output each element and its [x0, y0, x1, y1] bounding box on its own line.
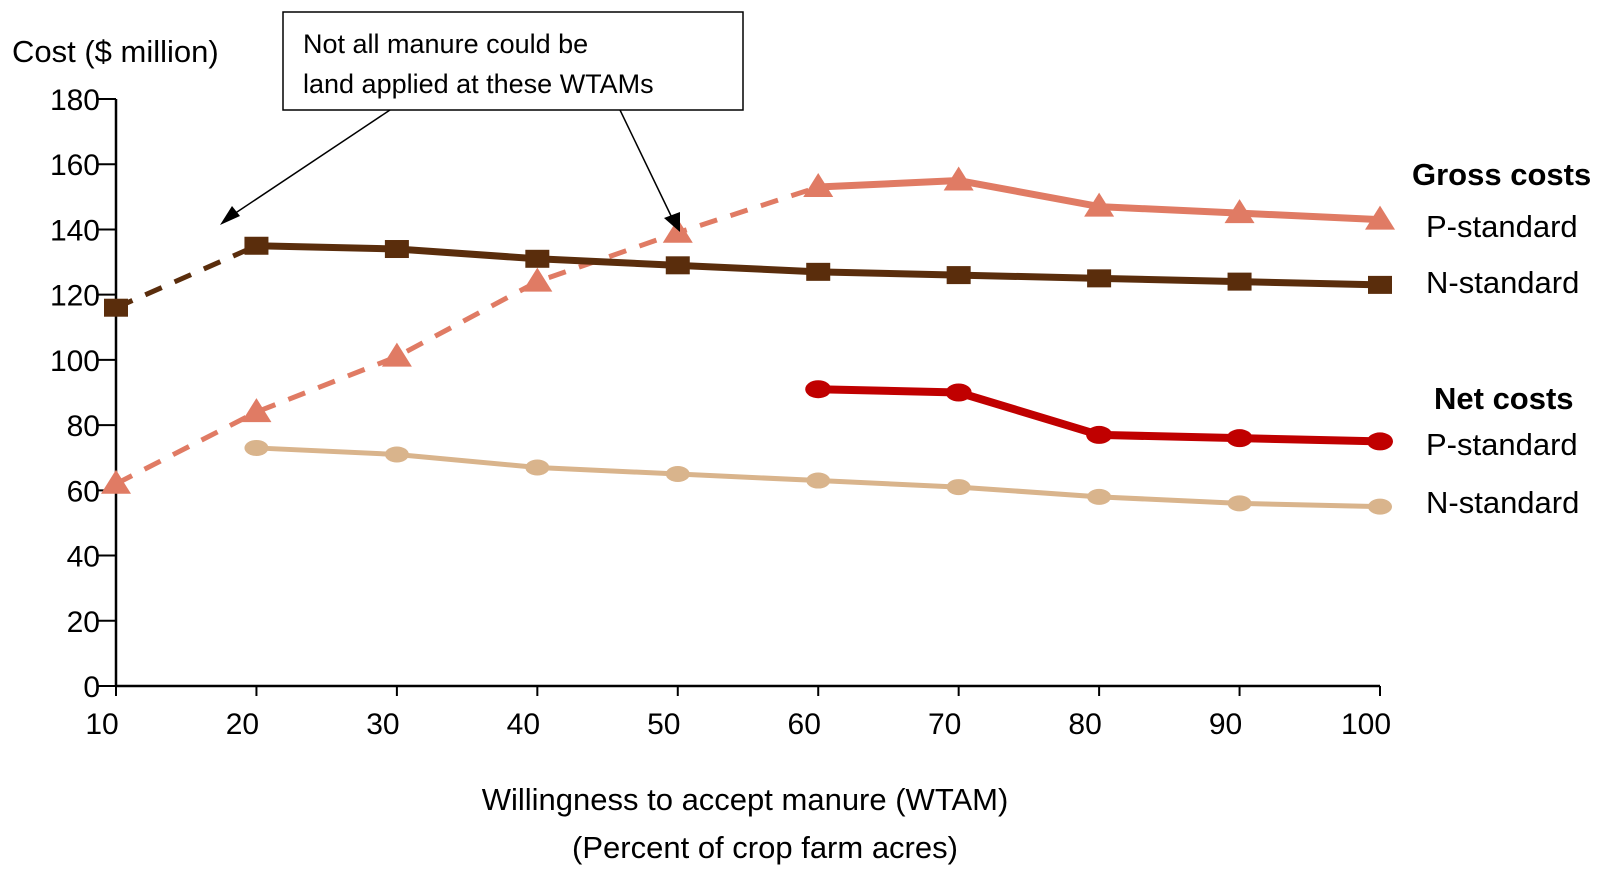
data-point-square: [1087, 269, 1112, 288]
y-tick-label: 40: [67, 541, 100, 574]
legend-heading-gross-costs: Gross costs: [1412, 157, 1591, 192]
y-tick-label: 140: [50, 214, 100, 247]
callout-text-line-2: land applied at these WTAMs: [303, 69, 654, 99]
data-point-triangle: [803, 173, 834, 198]
y-tick-label: 100: [50, 345, 100, 378]
data-point-circle: [806, 472, 831, 489]
data-point-triangle: [101, 469, 131, 494]
series-group: [101, 166, 1395, 515]
data-point-circle: [244, 439, 269, 456]
x-tick-label: 50: [647, 708, 680, 741]
legend-item-net-p-standard: P-standard: [1426, 427, 1578, 462]
y-tick-label: 180: [50, 84, 100, 117]
data-point-square: [806, 262, 831, 281]
callout-arrow-line-right: [619, 109, 675, 223]
x-axis-subtitle: (Percent of crop farm acres): [572, 830, 958, 865]
series-line-dashed: [114, 243, 258, 310]
x-tick-label: 20: [226, 708, 259, 741]
callout-text-line-1: Not all manure could be: [303, 29, 588, 59]
legend: Gross costs P-standard N-standard Net co…: [1412, 157, 1591, 520]
x-tick-label: 60: [788, 708, 821, 741]
x-tick-label: 100: [1341, 708, 1391, 741]
callout-arrowhead-left: [220, 206, 240, 225]
data-point-triangle: [1365, 205, 1395, 230]
data-point-square: [1368, 275, 1392, 294]
data-point-square: [244, 236, 269, 255]
data-point-triangle: [241, 398, 272, 423]
data-point-square: [104, 298, 128, 317]
series-line-dashed: [114, 184, 819, 487]
y-tick-label: 80: [67, 410, 100, 443]
callout-box: [282, 11, 744, 111]
data-point-circle: [1086, 425, 1113, 444]
x-tick-label: 40: [507, 708, 540, 741]
x-tick-label: 30: [366, 708, 399, 741]
data-point-triangle: [522, 267, 553, 292]
data-point-circle: [1227, 495, 1252, 512]
callout-group: Not all manure could be land applied at …: [220, 11, 744, 232]
data-point-square: [946, 266, 971, 285]
y-tick-label: 0: [83, 671, 100, 704]
data-point-circle: [805, 380, 832, 399]
data-point-square: [1227, 272, 1252, 291]
data-point-circle: [946, 479, 971, 496]
callout-arrow-line-left: [227, 109, 391, 219]
x-tick-label: 90: [1209, 708, 1242, 741]
y-tick-label: 20: [67, 606, 100, 639]
data-point-circle: [1226, 429, 1253, 448]
data-point-square: [525, 249, 550, 268]
x-ticks-group: 10 20 30 40 50 60 70 80 90 100: [85, 686, 1391, 741]
x-axis-title: Willingness to accept manure (WTAM): [482, 782, 1009, 817]
y-axis-title: Cost ($ million): [12, 34, 219, 69]
data-point-circle: [384, 446, 409, 463]
y-ticks-group: 0 20 40 60 80 100 120 140 160 180: [50, 84, 116, 704]
legend-item-net-n-standard: N-standard: [1426, 485, 1579, 520]
data-point-square: [665, 256, 690, 275]
data-point-circle: [665, 466, 690, 483]
legend-item-gross-p-standard: P-standard: [1426, 209, 1578, 244]
data-point-triangle: [1084, 192, 1115, 217]
data-point-triangle: [662, 218, 693, 243]
data-point-square: [384, 240, 409, 259]
data-point-circle: [1087, 488, 1112, 505]
data-point-circle: [1368, 498, 1392, 515]
data-point-circle: [1367, 432, 1393, 451]
data-point-circle: [525, 459, 550, 476]
y-tick-label: 120: [50, 280, 100, 313]
data-point-triangle: [943, 166, 974, 191]
data-point-circle: [945, 383, 972, 402]
callout-arrowhead-right: [664, 212, 680, 232]
x-tick-label: 80: [1068, 708, 1101, 741]
y-tick-label: 60: [67, 475, 100, 508]
x-tick-label: 70: [928, 708, 961, 741]
legend-heading-net-costs: Net costs: [1434, 381, 1574, 416]
x-tick-label: 10: [85, 708, 118, 741]
data-point-triangle: [1224, 199, 1255, 224]
data-point-triangle: [381, 342, 412, 367]
axes-group: [114, 99, 1380, 688]
y-tick-label: 160: [50, 149, 100, 182]
legend-item-gross-n-standard: N-standard: [1426, 265, 1579, 300]
